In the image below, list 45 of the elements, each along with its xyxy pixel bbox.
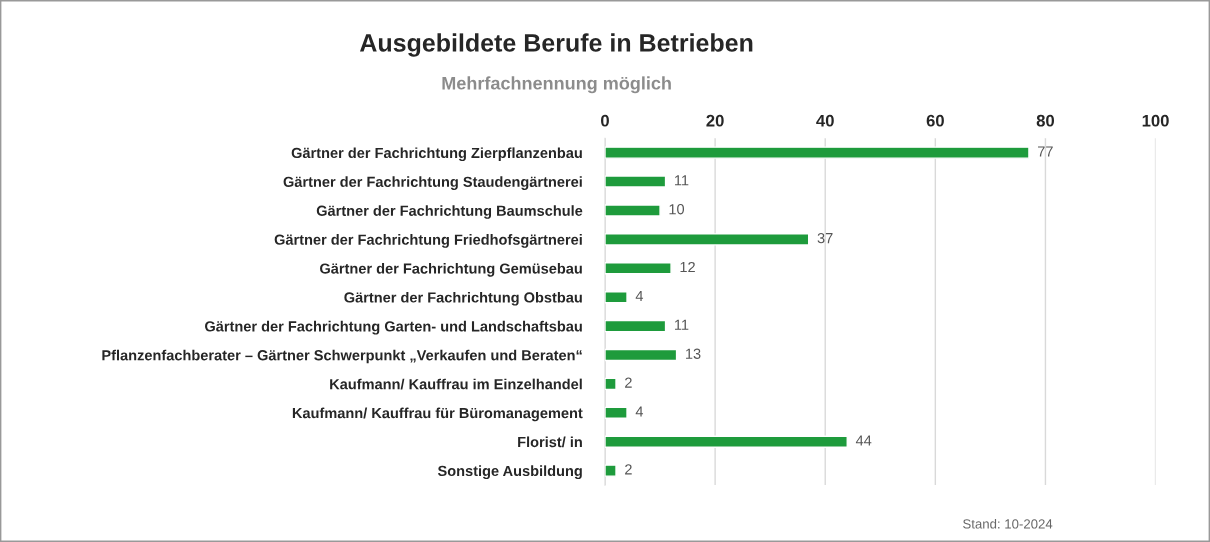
bar: [605, 233, 810, 246]
y-tick-label: Pflanzenfachberater – Gärtner Schwerpunkt „Verkaufen und Beraten“: [102, 349, 582, 364]
bar: [605, 204, 661, 217]
text: Stand: 10-2024: [963, 518, 1053, 529]
data-label: 11: [675, 319, 689, 330]
data-label: 11: [675, 175, 689, 186]
x-tick-label: 20: [706, 114, 724, 127]
data-label: 2: [625, 464, 632, 475]
bar: [605, 464, 617, 477]
x-tick-label: 80: [1036, 114, 1055, 127]
data-label: 2: [625, 377, 632, 388]
data-label: 13: [686, 348, 701, 359]
bar: [605, 406, 628, 420]
y-tick-label: Gärtner der Fachrichtung Zierpflanzenbau: [291, 147, 582, 162]
bar: [605, 175, 667, 188]
bar: [605, 435, 848, 448]
bar: [605, 377, 617, 391]
bar: [605, 146, 1030, 159]
y-tick-label: Kaufmann/ Kauffrau für Büromanagement: [292, 407, 583, 422]
data-label: 37: [817, 232, 833, 244]
y-tick-label: Gärtner der Fachrichtung Baumschule: [316, 205, 583, 219]
bar: [605, 319, 667, 333]
bar: [605, 348, 678, 362]
y-tick-label: Florist/ in: [518, 436, 582, 448]
data-label: 10: [669, 204, 685, 215]
y-tick-label: Gärtner der Fachrichtung Obstbau: [344, 291, 582, 306]
data-label: 4: [635, 406, 644, 417]
data-label: 44: [855, 435, 872, 446]
chart-subtitle: Mehrfachnennung möglich: [442, 76, 671, 94]
x-tick-label: 100: [1142, 114, 1169, 127]
y-tick-label: Gärtner der Fachrichtung Garten- und Landschaftsbau: [205, 320, 582, 335]
y-tick-label: Gärtner der Fachrichtung Staudengärtnerei: [283, 176, 582, 190]
data-label: 12: [680, 261, 695, 273]
x-tick-label: 40: [816, 114, 834, 127]
data-label: 4: [635, 290, 644, 301]
y-tick-label: Sonstige Ausbildung: [437, 465, 582, 480]
x-tick-label: 60: [926, 114, 944, 127]
chart-title: Ausgebildete Berufe in Betrieben: [359, 33, 753, 57]
y-tick-label: Gärtner der Fachrichtung Gemüsebau: [320, 263, 582, 277]
bar: [605, 291, 628, 304]
y-tick-label: Kaufmann/ Kauffrau im Einzelhandel: [330, 378, 582, 390]
x-tick-label: 0: [601, 114, 609, 127]
y-tick-label: Gärtner der Fachrichtung Friedhofsgärtnerei: [274, 234, 582, 248]
bar: [605, 262, 672, 275]
data-label: 77: [1038, 146, 1053, 157]
